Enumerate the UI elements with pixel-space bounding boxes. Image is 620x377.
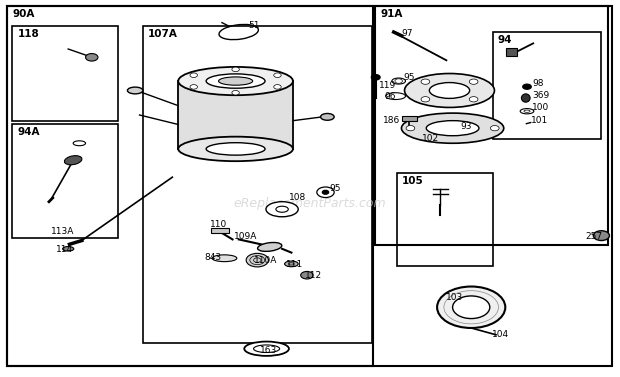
- Circle shape: [406, 126, 415, 131]
- Text: 98: 98: [532, 79, 544, 88]
- Circle shape: [421, 97, 430, 102]
- Text: 118: 118: [17, 29, 39, 40]
- Ellipse shape: [206, 74, 265, 88]
- Circle shape: [469, 79, 478, 84]
- Text: eReplacementParts.com: eReplacementParts.com: [234, 197, 386, 210]
- Text: 113A: 113A: [51, 227, 74, 236]
- Ellipse shape: [254, 345, 280, 352]
- Text: 97: 97: [402, 29, 414, 38]
- Bar: [375, 6, 608, 245]
- Text: 94A: 94A: [17, 127, 40, 138]
- Circle shape: [190, 84, 197, 89]
- Bar: [7, 6, 373, 366]
- Text: 105: 105: [402, 176, 423, 187]
- Circle shape: [523, 84, 531, 89]
- Text: 114: 114: [56, 245, 73, 254]
- Ellipse shape: [426, 121, 479, 136]
- Ellipse shape: [521, 94, 530, 102]
- Circle shape: [593, 231, 609, 241]
- Circle shape: [274, 73, 281, 78]
- Text: 108: 108: [289, 193, 306, 202]
- Text: 111: 111: [286, 260, 304, 269]
- Ellipse shape: [276, 206, 288, 212]
- Text: 110A: 110A: [254, 256, 278, 265]
- Text: 110: 110: [210, 220, 227, 229]
- Circle shape: [469, 97, 478, 102]
- Bar: [12, 124, 118, 238]
- Ellipse shape: [63, 247, 74, 251]
- Circle shape: [490, 126, 499, 131]
- Bar: [397, 173, 493, 266]
- Ellipse shape: [524, 110, 530, 112]
- Bar: [493, 32, 601, 139]
- Ellipse shape: [429, 83, 470, 98]
- Circle shape: [86, 54, 98, 61]
- Bar: [143, 26, 372, 343]
- Bar: [178, 81, 293, 149]
- Ellipse shape: [392, 78, 405, 84]
- Circle shape: [317, 187, 334, 198]
- Text: 163: 163: [260, 346, 278, 355]
- Bar: [506, 48, 517, 56]
- Circle shape: [232, 67, 239, 72]
- Text: 95: 95: [330, 184, 342, 193]
- Circle shape: [246, 253, 268, 267]
- Circle shape: [301, 271, 313, 279]
- Circle shape: [322, 190, 329, 194]
- Ellipse shape: [128, 87, 143, 94]
- Text: 96: 96: [384, 92, 396, 101]
- Bar: [402, 116, 417, 121]
- Bar: [211, 228, 229, 233]
- Circle shape: [453, 296, 490, 319]
- Circle shape: [371, 75, 380, 80]
- Text: 101: 101: [531, 116, 548, 125]
- Text: 104: 104: [492, 330, 509, 339]
- Ellipse shape: [206, 143, 265, 155]
- Text: 93: 93: [460, 122, 472, 131]
- Text: 103: 103: [446, 293, 464, 302]
- Ellipse shape: [212, 255, 237, 262]
- Ellipse shape: [73, 141, 86, 146]
- Text: 94: 94: [498, 35, 512, 45]
- Circle shape: [395, 79, 402, 83]
- Ellipse shape: [520, 109, 534, 114]
- Ellipse shape: [257, 242, 282, 251]
- Circle shape: [274, 84, 281, 89]
- Text: 119: 119: [379, 81, 397, 90]
- Text: 102: 102: [422, 133, 439, 143]
- Ellipse shape: [244, 342, 289, 356]
- Ellipse shape: [321, 113, 334, 120]
- Text: 90A: 90A: [12, 9, 35, 19]
- Ellipse shape: [179, 67, 293, 95]
- Ellipse shape: [386, 93, 405, 100]
- Text: 100: 100: [532, 103, 549, 112]
- Bar: [12, 26, 118, 121]
- Ellipse shape: [401, 113, 503, 143]
- Text: 51: 51: [248, 21, 260, 30]
- Circle shape: [421, 79, 430, 84]
- Circle shape: [437, 287, 505, 328]
- Text: 107A: 107A: [148, 29, 177, 40]
- Text: 843: 843: [205, 253, 222, 262]
- Ellipse shape: [179, 137, 293, 161]
- Text: 257: 257: [585, 232, 603, 241]
- Circle shape: [232, 90, 239, 95]
- Ellipse shape: [404, 74, 495, 107]
- Text: 112: 112: [305, 271, 322, 280]
- Text: 95: 95: [404, 73, 415, 82]
- Text: 369: 369: [532, 91, 549, 100]
- Text: 186: 186: [383, 116, 401, 125]
- Text: 109A: 109A: [234, 232, 258, 241]
- Ellipse shape: [64, 156, 82, 165]
- Ellipse shape: [218, 77, 253, 85]
- Text: 91A: 91A: [380, 9, 402, 19]
- Ellipse shape: [266, 202, 298, 217]
- Ellipse shape: [285, 261, 298, 267]
- Circle shape: [190, 73, 197, 78]
